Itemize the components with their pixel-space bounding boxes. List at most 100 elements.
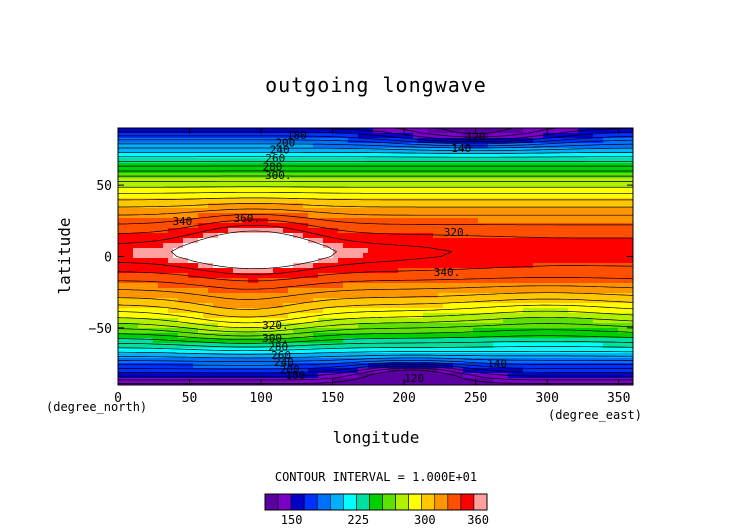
heat-cell (293, 293, 299, 299)
heat-cell (438, 258, 444, 264)
heat-cell (168, 293, 174, 299)
heat-cell (443, 268, 449, 274)
heat-cell (463, 268, 469, 274)
heat-cell (273, 273, 279, 279)
heat-cell (153, 243, 159, 249)
heat-cell (193, 138, 199, 144)
heat-cell (528, 378, 534, 384)
heat-cell (143, 283, 149, 289)
heat-cell (468, 378, 474, 384)
heat-cell (268, 288, 274, 294)
heat-cell (173, 288, 179, 294)
heat-cell (578, 233, 584, 239)
heat-cell (503, 183, 509, 189)
heat-cell (443, 203, 449, 209)
heat-cell (553, 363, 559, 369)
heat-cell (448, 343, 454, 349)
heat-cell (293, 138, 299, 144)
heat-cell (323, 213, 329, 219)
heat-cell (243, 358, 249, 364)
heat-cell (393, 158, 399, 164)
heat-cell (138, 238, 144, 244)
heat-cell (568, 298, 574, 304)
heat-cell (268, 373, 274, 379)
heat-cell (423, 258, 429, 264)
heat-cell (418, 228, 424, 234)
heat-cell (398, 313, 404, 319)
heat-cell (498, 318, 504, 324)
heat-cell (243, 293, 249, 299)
heat-cell (283, 363, 289, 369)
heat-cell (563, 253, 569, 259)
heat-cell (323, 298, 329, 304)
heat-cell (253, 268, 259, 274)
heat-cell (428, 258, 434, 264)
heat-cell (493, 378, 499, 384)
heat-cell (593, 258, 599, 264)
heat-cell (593, 303, 599, 309)
heat-cell (138, 278, 144, 284)
heat-cell (358, 223, 364, 229)
heat-cell (138, 128, 144, 134)
heat-cell (533, 223, 539, 229)
heat-cell (438, 308, 444, 314)
heat-cell (363, 228, 369, 234)
heat-cell (288, 278, 294, 284)
heat-cell (393, 278, 399, 284)
heat-cell (438, 153, 444, 159)
heat-cell (478, 333, 484, 339)
heat-cell (558, 343, 564, 349)
heat-cell (118, 338, 124, 344)
heat-cell (453, 248, 459, 254)
heat-cell (138, 343, 144, 349)
heat-cell (453, 288, 459, 294)
heat-cell (318, 288, 324, 294)
heat-cell (198, 323, 204, 329)
heat-cell (288, 143, 294, 149)
heat-cell (593, 153, 599, 159)
heat-cell (338, 153, 344, 159)
heat-cell (273, 203, 279, 209)
heat-cell (323, 273, 329, 279)
heat-cell (138, 323, 144, 329)
heat-cell (328, 143, 334, 149)
heat-cell (408, 178, 414, 184)
heat-cell (283, 283, 289, 289)
heat-cell (573, 228, 579, 234)
heat-cell (238, 208, 244, 214)
heat-cell (408, 318, 414, 324)
heat-cell (348, 158, 354, 164)
heat-cell (223, 338, 229, 344)
heat-cell (468, 338, 474, 344)
heat-cell (288, 378, 294, 384)
heat-cell (393, 378, 399, 384)
heat-cell (353, 278, 359, 284)
heat-cell (223, 323, 229, 329)
heat-cell (133, 333, 139, 339)
heat-cell (158, 268, 164, 274)
heat-cell (328, 313, 334, 319)
heat-cell (588, 298, 594, 304)
heat-cell (443, 338, 449, 344)
heat-cell (463, 283, 469, 289)
heat-cell (123, 368, 129, 374)
heat-cell (208, 138, 214, 144)
heat-cell (173, 213, 179, 219)
heat-cell (163, 138, 169, 144)
heat-cell (273, 353, 279, 359)
heat-cell (528, 343, 534, 349)
heat-cell (468, 298, 474, 304)
heat-cell (503, 313, 509, 319)
heat-cell (573, 238, 579, 244)
heat-cell (198, 143, 204, 149)
heat-cell (473, 318, 479, 324)
heat-cell (318, 223, 324, 229)
heat-cell (423, 183, 429, 189)
heat-cell (268, 343, 274, 349)
heat-cell (353, 218, 359, 224)
heat-cell (478, 218, 484, 224)
heat-cell (153, 208, 159, 214)
heat-cell (373, 358, 379, 364)
heat-cell (533, 258, 539, 264)
heat-cell (423, 303, 429, 309)
